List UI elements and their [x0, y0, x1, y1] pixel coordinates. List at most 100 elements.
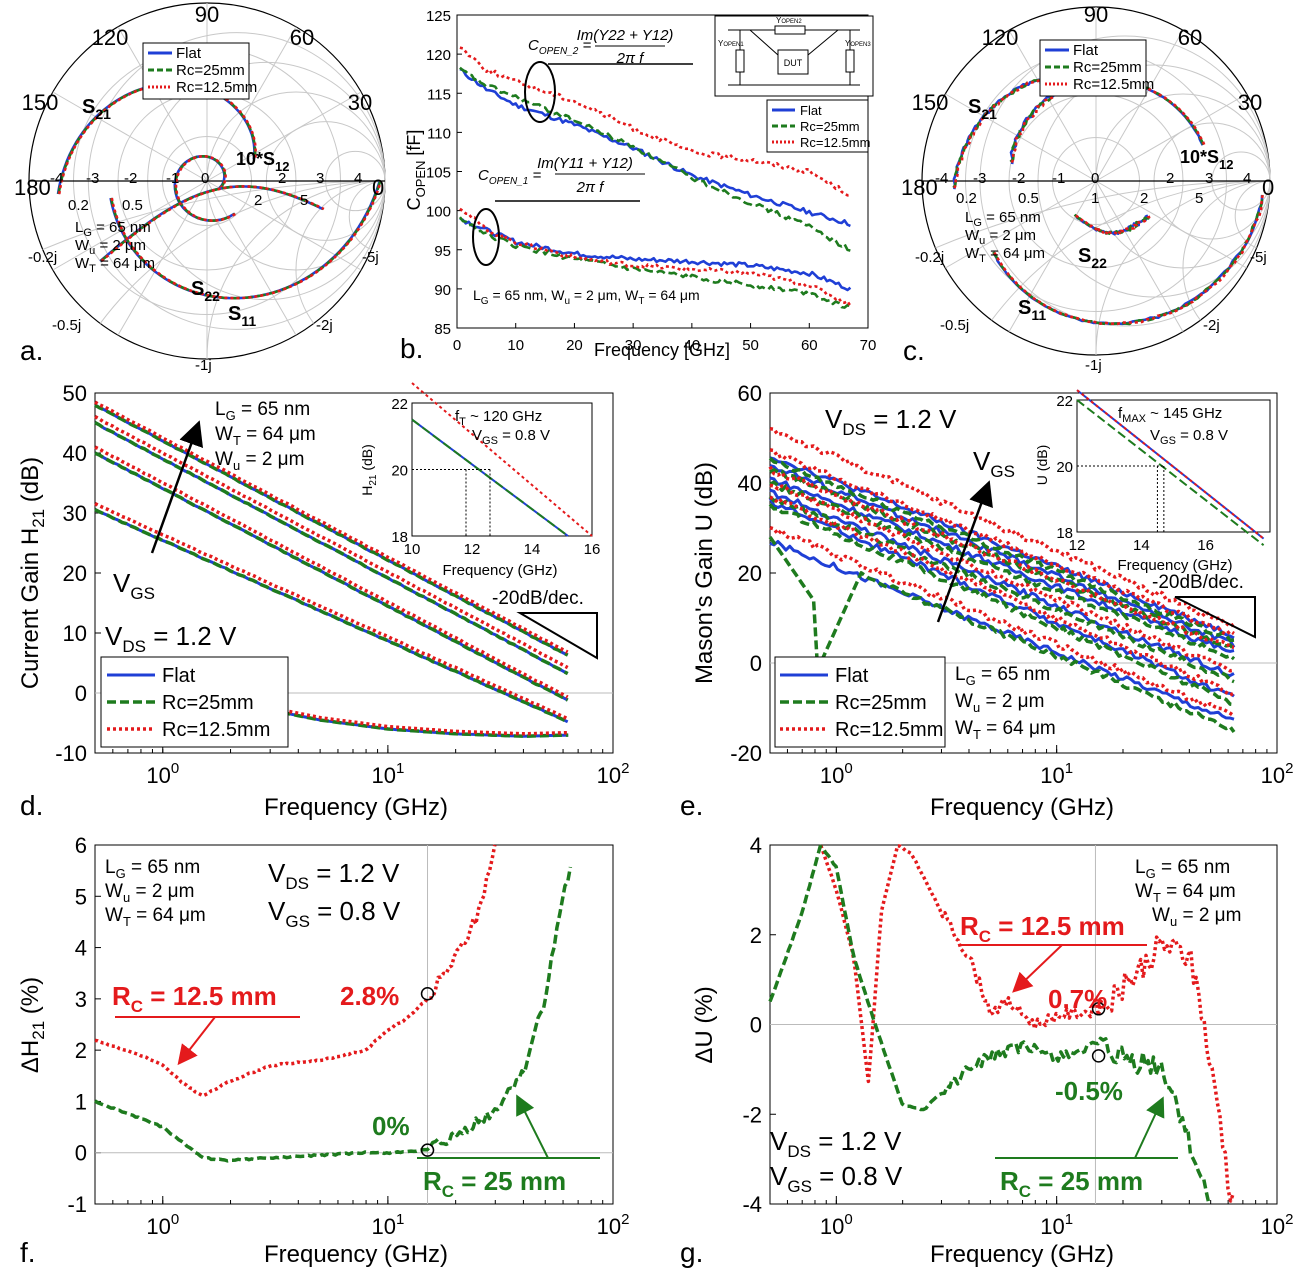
polar-spoke [52, 91, 208, 182]
highlight-marker [1091, 1049, 1106, 1063]
x-axis-label: Frequency (GHz) [264, 1241, 448, 1268]
device-lg: LG = 65 nm [965, 209, 1041, 229]
svg-text:COPEN_1 =: COPEN_1 = [478, 167, 541, 187]
real-label-m2: -2 [124, 170, 137, 187]
angle-label-30: 30 [1238, 90, 1262, 115]
y-tick-label: 50 [63, 381, 87, 406]
legend-flat: Flat [162, 665, 196, 687]
x-tick-label: 100 [820, 760, 853, 788]
real-label-2: 2 [278, 170, 286, 187]
y-axis-label: ΔU (%) [691, 986, 718, 1063]
trace-label-s12: 10*S12 [1180, 147, 1234, 172]
inset-x-tick: 14 [1133, 537, 1150, 554]
y-tick-label: 100 [426, 204, 451, 221]
trace-label-s12: 10*S12 [236, 149, 290, 174]
series-rc12-curve-5 [769, 526, 1236, 718]
series-rc12-curve-3 [769, 483, 1235, 673]
x-tick-label: 50 [742, 337, 759, 354]
polar-spoke [52, 180, 208, 271]
x-tick-label: 0 [453, 337, 461, 354]
svg-text:2π f: 2π f [576, 179, 606, 196]
inset-x-tick: 12 [464, 541, 481, 558]
series-flat-curve-2 [769, 476, 1235, 653]
rc12-label: RC = 12.5 mm [112, 981, 277, 1016]
series-rc25-curve-0 [94, 403, 569, 657]
inset-ft-label: fT ~ 120 GHz [455, 408, 542, 428]
series-flat-curve-0 [769, 456, 1235, 640]
polar-spoke [945, 180, 1097, 269]
polar-spoke [206, 91, 362, 182]
inset-vgs-label: VGS = 0.8 V [1150, 427, 1228, 447]
y-tick-label: 95 [434, 243, 451, 260]
x-tick-label: 10 [507, 337, 524, 354]
react-label-m0.2j: -0.2j [28, 249, 57, 266]
inset-yopen3: YOPEN3 [845, 39, 871, 48]
y-tick-label: 115 [427, 86, 451, 103]
series-rc25-curve-4 [768, 503, 1235, 707]
equation-copen2: COPEN_2 = Im(Y22 + Y12) 2π f [528, 27, 693, 67]
inset-x-tick: 16 [1197, 537, 1214, 554]
y-tick-label: 40 [738, 471, 762, 496]
panel-letter-g: g. [680, 1237, 703, 1268]
device-wt: WT = 64 μm [965, 245, 1045, 265]
legend-rc12: Rc=12.5mm [176, 79, 257, 96]
vgs-label: VGS [113, 568, 155, 603]
polar-spoke [1095, 180, 1247, 269]
svg-text:Im(Y22 + Y12): Im(Y22 + Y12) [577, 27, 674, 44]
device-wu: Wu = 2 μm [215, 449, 304, 473]
reactance-arc [1095, 180, 1271, 356]
angle-label-60: 60 [1178, 25, 1202, 50]
vds-label: VDS = 1.2 V [105, 621, 237, 656]
react-label-m1j: -1j [195, 357, 212, 374]
y-tick-label: 4 [75, 936, 87, 961]
angle-label-150: 150 [912, 90, 949, 115]
legend-rc25: Rc=25mm [1073, 59, 1142, 76]
vgs-arrow [936, 480, 993, 623]
inset-x-tick: 14 [524, 541, 541, 558]
angle-label-120: 120 [92, 25, 129, 50]
smith-chart-grid [28, 2, 386, 360]
data-series [768, 426, 1236, 734]
device-wu: Wu = 2 μm [75, 237, 146, 257]
highlight-marker [420, 986, 435, 1001]
group-ellipse-copen2 [524, 61, 556, 123]
highlight-marker [1091, 1002, 1106, 1016]
angle-label-180: 180 [14, 175, 51, 200]
x-tick-label: 100 [146, 1211, 179, 1239]
device-wt: WT = 64 μm [1135, 881, 1236, 905]
y-tick-label: 5 [75, 884, 87, 909]
x-tick-label: 40 [684, 337, 701, 354]
vgs-label: VGS = 0.8 V [770, 1161, 903, 1196]
react-label-m0.2j: -0.2j [915, 249, 944, 266]
data-series [768, 844, 1235, 1205]
series-rc25-curve-5 [768, 535, 1236, 734]
x-tick-label: 102 [597, 1211, 630, 1239]
series-C_OPEN_1-rc25 [458, 216, 851, 309]
reactance-arc [935, 180, 1271, 249]
y-tick-label: -10 [55, 741, 87, 766]
series-C_OPEN_2-flat [459, 67, 851, 228]
device-wt: WT = 64 μm [215, 424, 316, 448]
legend-flat: Flat [835, 665, 869, 687]
react-label-m0.5j: -0.5j [940, 317, 969, 334]
real-label-m3: -3 [86, 170, 99, 187]
y-tick-label: -20 [730, 741, 762, 766]
x-axis-label: Frequency [GHz] [594, 340, 730, 360]
inset-y-label: U (dB) [1034, 445, 1050, 485]
real-label-4: 4 [1243, 170, 1251, 187]
legend-d: Flat Rc=25mm Rc=12.5mm [100, 656, 289, 748]
reactance-arc [42, 180, 386, 250]
inset-y-tick: 22 [1056, 393, 1073, 410]
x-tick-label: 60 [801, 337, 818, 354]
s12-trace-rc25 [174, 155, 236, 222]
real-label-m4: -4 [50, 170, 63, 187]
inset-yopen1: YOPEN1 [718, 39, 744, 48]
series-C_OPEN_1-flat [459, 217, 852, 292]
tick-labels: 0 10 20 30 40 50 60 70 85 90 95 100 105 110 115 120 125 [426, 8, 876, 354]
inset-yopen2: YOPEN2 [776, 16, 802, 25]
x-tick-label: 102 [597, 760, 630, 788]
rc12-label: RC = 12.5 mm [960, 911, 1125, 946]
reactance-arc [348, 180, 386, 250]
panel-letter-f: f. [20, 1237, 36, 1268]
